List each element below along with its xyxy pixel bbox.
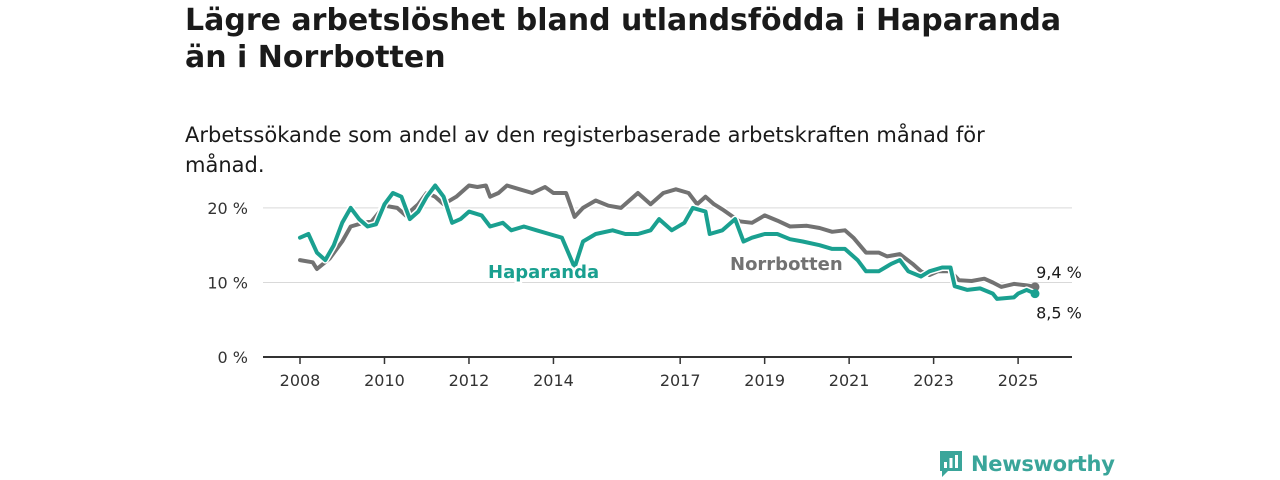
series-label-norrbotten: Norrbotten <box>730 254 843 275</box>
x-tick-label: 2008 <box>280 371 321 390</box>
y-axis: 0 % 10 % 20 % <box>207 199 248 367</box>
series-halo-haparanda <box>298 182 1037 303</box>
series-label-haparanda: Haparanda <box>488 262 599 283</box>
series-line-haparanda <box>298 183 1037 301</box>
x-tick-label: 2023 <box>913 371 954 390</box>
x-tick-label: 2017 <box>660 371 701 390</box>
chart-title: Lägre arbetslöshet bland utlandsfödda i … <box>185 3 1062 75</box>
y-tick-label: 10 % <box>207 273 248 292</box>
series-labels: Norrbotten Haparanda 9,4 % 8,5 % <box>486 252 1082 323</box>
x-tick-label: 2010 <box>364 371 405 390</box>
line-chart: 0 % 10 % 20 % 2008 2010 2012 2014 2017 2019 2021… <box>207 182 1082 390</box>
x-tick-label: 2014 <box>533 371 574 390</box>
series-end-point-haparanda <box>1030 289 1040 299</box>
x-tick-label: 2019 <box>744 371 785 390</box>
newsworthy-logo-icon <box>940 451 962 477</box>
newsworthy-logo: Newsworthy <box>938 449 1115 479</box>
y-tick-label: 0 % <box>218 348 248 367</box>
y-tick-label: 20 % <box>207 199 248 218</box>
end-value-label-haparanda: 8,5 % <box>1036 304 1082 323</box>
x-axis: 2008 2010 2012 2014 2017 2019 2021 2023 2025 <box>263 356 1072 390</box>
end-value-label-norrbotten: 9,4 % <box>1036 263 1082 282</box>
x-tick-label: 2012 <box>449 371 490 390</box>
x-tick-label: 2025 <box>998 371 1039 390</box>
brand-name: Newsworthy <box>971 452 1115 476</box>
x-tick-label: 2021 <box>829 371 870 390</box>
chart-subtitle: Arbetssökande som andel av den registerb… <box>185 123 985 177</box>
series-layer <box>298 182 1040 303</box>
